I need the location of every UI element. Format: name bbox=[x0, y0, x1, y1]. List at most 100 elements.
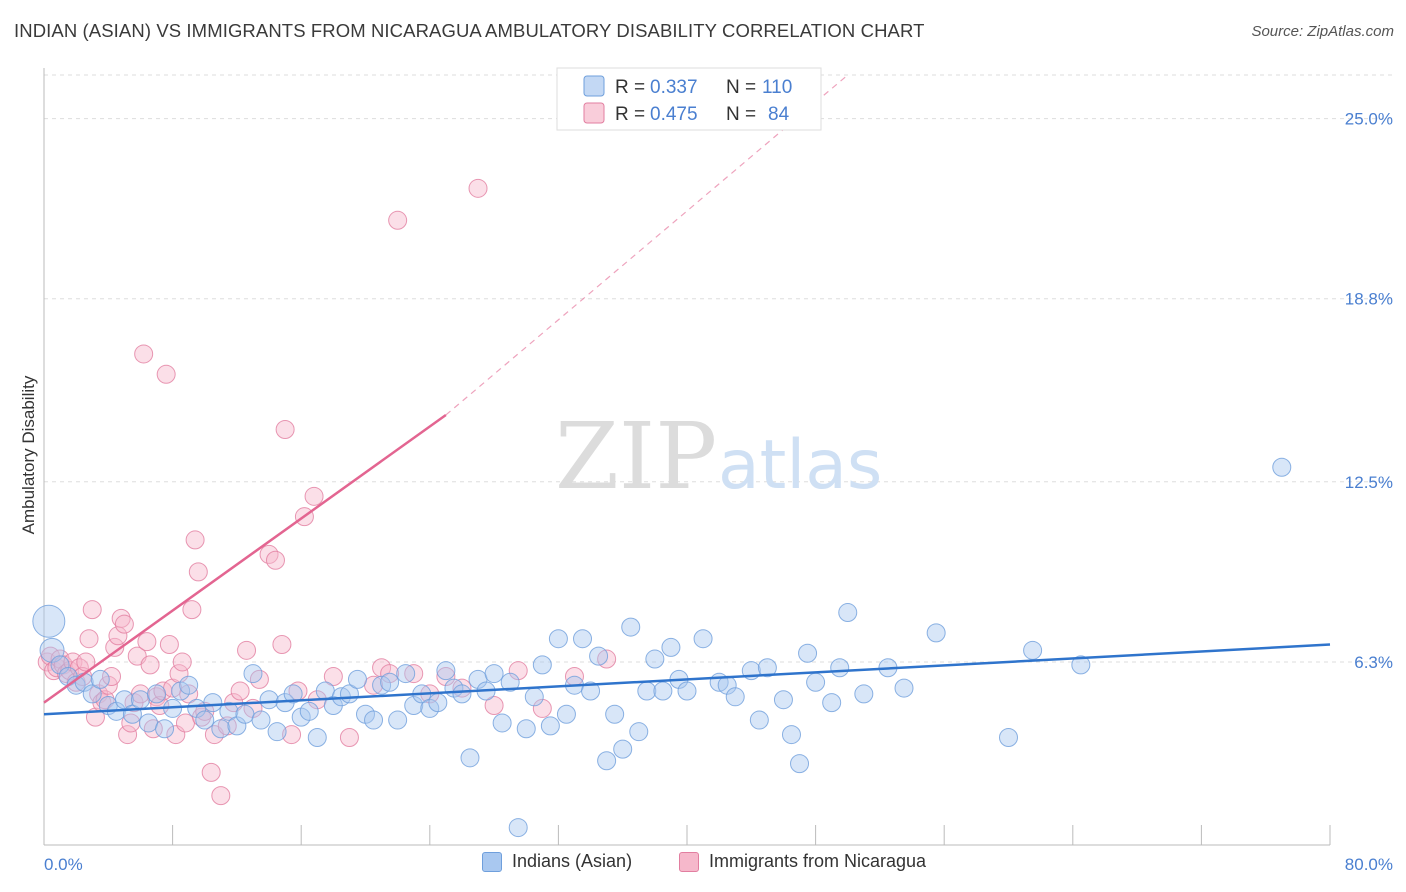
point-indians-92 bbox=[806, 672, 826, 692]
point-nicaragua-56 bbox=[237, 640, 257, 660]
point-indians-53 bbox=[460, 748, 480, 768]
legend-r-label-1: R = bbox=[615, 104, 645, 125]
point-indians-13 bbox=[138, 713, 158, 733]
point-indians-61 bbox=[524, 687, 544, 707]
point-nicaragua-25 bbox=[118, 725, 138, 745]
point-indians-39 bbox=[347, 669, 367, 689]
point-indians-80 bbox=[677, 681, 697, 701]
point-indians-26 bbox=[243, 664, 263, 684]
point-nicaragua-18 bbox=[95, 690, 115, 710]
x-tick-label-0: 0.0% bbox=[44, 855, 83, 874]
point-indians-31 bbox=[283, 684, 303, 704]
source-label: Source: ZipAtlas.com bbox=[1251, 23, 1394, 40]
legend-n-value-1: 84 bbox=[768, 104, 790, 125]
point-nicaragua-55 bbox=[230, 681, 250, 701]
point-nicaragua-60 bbox=[265, 550, 285, 570]
point-indians-70 bbox=[597, 751, 617, 771]
point-indians-43 bbox=[380, 672, 400, 692]
point-indians-89 bbox=[781, 725, 801, 745]
point-indians-27 bbox=[251, 710, 271, 730]
point-indians-12 bbox=[130, 690, 150, 710]
point-indians-77 bbox=[653, 681, 673, 701]
point-indians-58 bbox=[500, 672, 520, 692]
legend-swatch-pink bbox=[583, 102, 605, 124]
point-indians-99 bbox=[926, 623, 946, 643]
legend-swatch-pink bbox=[679, 851, 699, 872]
x-tick-labels: 0.0% 80.0% bbox=[44, 855, 1393, 874]
point-indians-25 bbox=[235, 704, 255, 724]
y-tick-label-0: 6.3% bbox=[1354, 653, 1393, 672]
legend-swatch-blue bbox=[482, 851, 502, 872]
point-indians-29 bbox=[267, 722, 287, 742]
point-nicaragua-37 bbox=[156, 364, 176, 384]
point-indians-56 bbox=[484, 664, 504, 684]
legend-item-indians[interactable]: Indians (Asian) bbox=[482, 851, 632, 872]
point-indians-67 bbox=[573, 629, 593, 649]
point-indians-76 bbox=[645, 649, 665, 669]
point-indians-98 bbox=[894, 678, 914, 698]
point-nicaragua-52 bbox=[211, 786, 231, 806]
point-nicaragua-47 bbox=[188, 562, 208, 582]
point-indians-68 bbox=[581, 681, 601, 701]
point-indians-15 bbox=[155, 719, 175, 739]
point-indians-69 bbox=[589, 646, 609, 666]
trend-lines bbox=[43, 74, 1331, 716]
point-nicaragua-48 bbox=[192, 707, 212, 727]
point-nicaragua-38 bbox=[159, 635, 179, 655]
point-indians-41 bbox=[364, 710, 384, 730]
legend-item-nicaragua[interactable]: Immigrants from Nicaragua bbox=[679, 851, 926, 872]
point-indians-34 bbox=[307, 727, 327, 747]
x-tick-label-1: 80.0% bbox=[1345, 855, 1393, 874]
point-nicaragua-73 bbox=[388, 210, 408, 230]
y-axis-label: Ambulatory Disability bbox=[19, 375, 38, 534]
point-indians-78 bbox=[661, 637, 681, 657]
point-nicaragua-61 bbox=[272, 635, 292, 655]
point-nicaragua-30 bbox=[134, 344, 154, 364]
point-indians-23 bbox=[219, 701, 239, 721]
point-indians-100 bbox=[999, 727, 1018, 747]
grid-lines bbox=[44, 74, 1392, 663]
y-tick-labels: 6.3% 12.5% 18.8% 25.0% bbox=[1345, 110, 1393, 672]
legend-bottom: Indians (Asian) Immigrants from Nicaragu… bbox=[0, 851, 1406, 877]
point-nicaragua-45 bbox=[182, 600, 202, 620]
watermark-zip: ZIP bbox=[555, 403, 717, 510]
legend-label-nicaragua: Immigrants from Nicaragua bbox=[709, 851, 927, 871]
point-nicaragua-32 bbox=[140, 655, 160, 675]
point-indians-60 bbox=[516, 719, 536, 739]
point-indians-88 bbox=[773, 690, 793, 710]
point-indians-6 bbox=[82, 684, 102, 704]
point-indians-52 bbox=[452, 684, 472, 704]
point-indians-28 bbox=[259, 690, 279, 710]
legend-r-label-0: R = bbox=[615, 77, 645, 98]
point-nicaragua-31 bbox=[137, 632, 157, 652]
point-indians-75 bbox=[637, 681, 657, 701]
legend-label-indians: Indians (Asian) bbox=[512, 851, 633, 871]
point-indians-91 bbox=[798, 643, 818, 663]
point-nicaragua-14 bbox=[82, 600, 102, 620]
point-nicaragua-20 bbox=[102, 666, 122, 686]
point-nicaragua-46 bbox=[185, 530, 205, 550]
point-nicaragua-69 bbox=[339, 727, 359, 747]
point-indians-59 bbox=[508, 818, 528, 838]
point-indians-63 bbox=[540, 716, 560, 736]
point-nicaragua-68 bbox=[323, 666, 343, 686]
point-indians-65 bbox=[556, 704, 576, 724]
point-indians-21 bbox=[203, 693, 223, 713]
point-indians-2 bbox=[50, 655, 70, 675]
point-indians-14 bbox=[147, 684, 167, 704]
axes bbox=[43, 68, 1331, 846]
point-indians-95 bbox=[838, 603, 858, 623]
point-indians-7 bbox=[90, 669, 110, 689]
point-indians-62 bbox=[532, 655, 552, 675]
point-indians-93 bbox=[822, 693, 842, 713]
chart-title: INDIAN (ASIAN) VS IMMIGRANTS FROM NICARA… bbox=[14, 20, 925, 41]
point-indians-94 bbox=[830, 658, 850, 678]
point-indians-50 bbox=[436, 661, 456, 681]
legend-n-label-0: N = bbox=[726, 77, 756, 98]
point-indians-45 bbox=[396, 664, 416, 684]
point-nicaragua-50 bbox=[201, 762, 221, 782]
point-nicaragua-23 bbox=[111, 608, 131, 628]
y-tick-label-2: 18.8% bbox=[1345, 290, 1393, 309]
point-nicaragua-81 bbox=[532, 698, 552, 718]
legend-top: R = 0.337 N = 110 R = 0.475 N = 84 bbox=[556, 67, 822, 131]
